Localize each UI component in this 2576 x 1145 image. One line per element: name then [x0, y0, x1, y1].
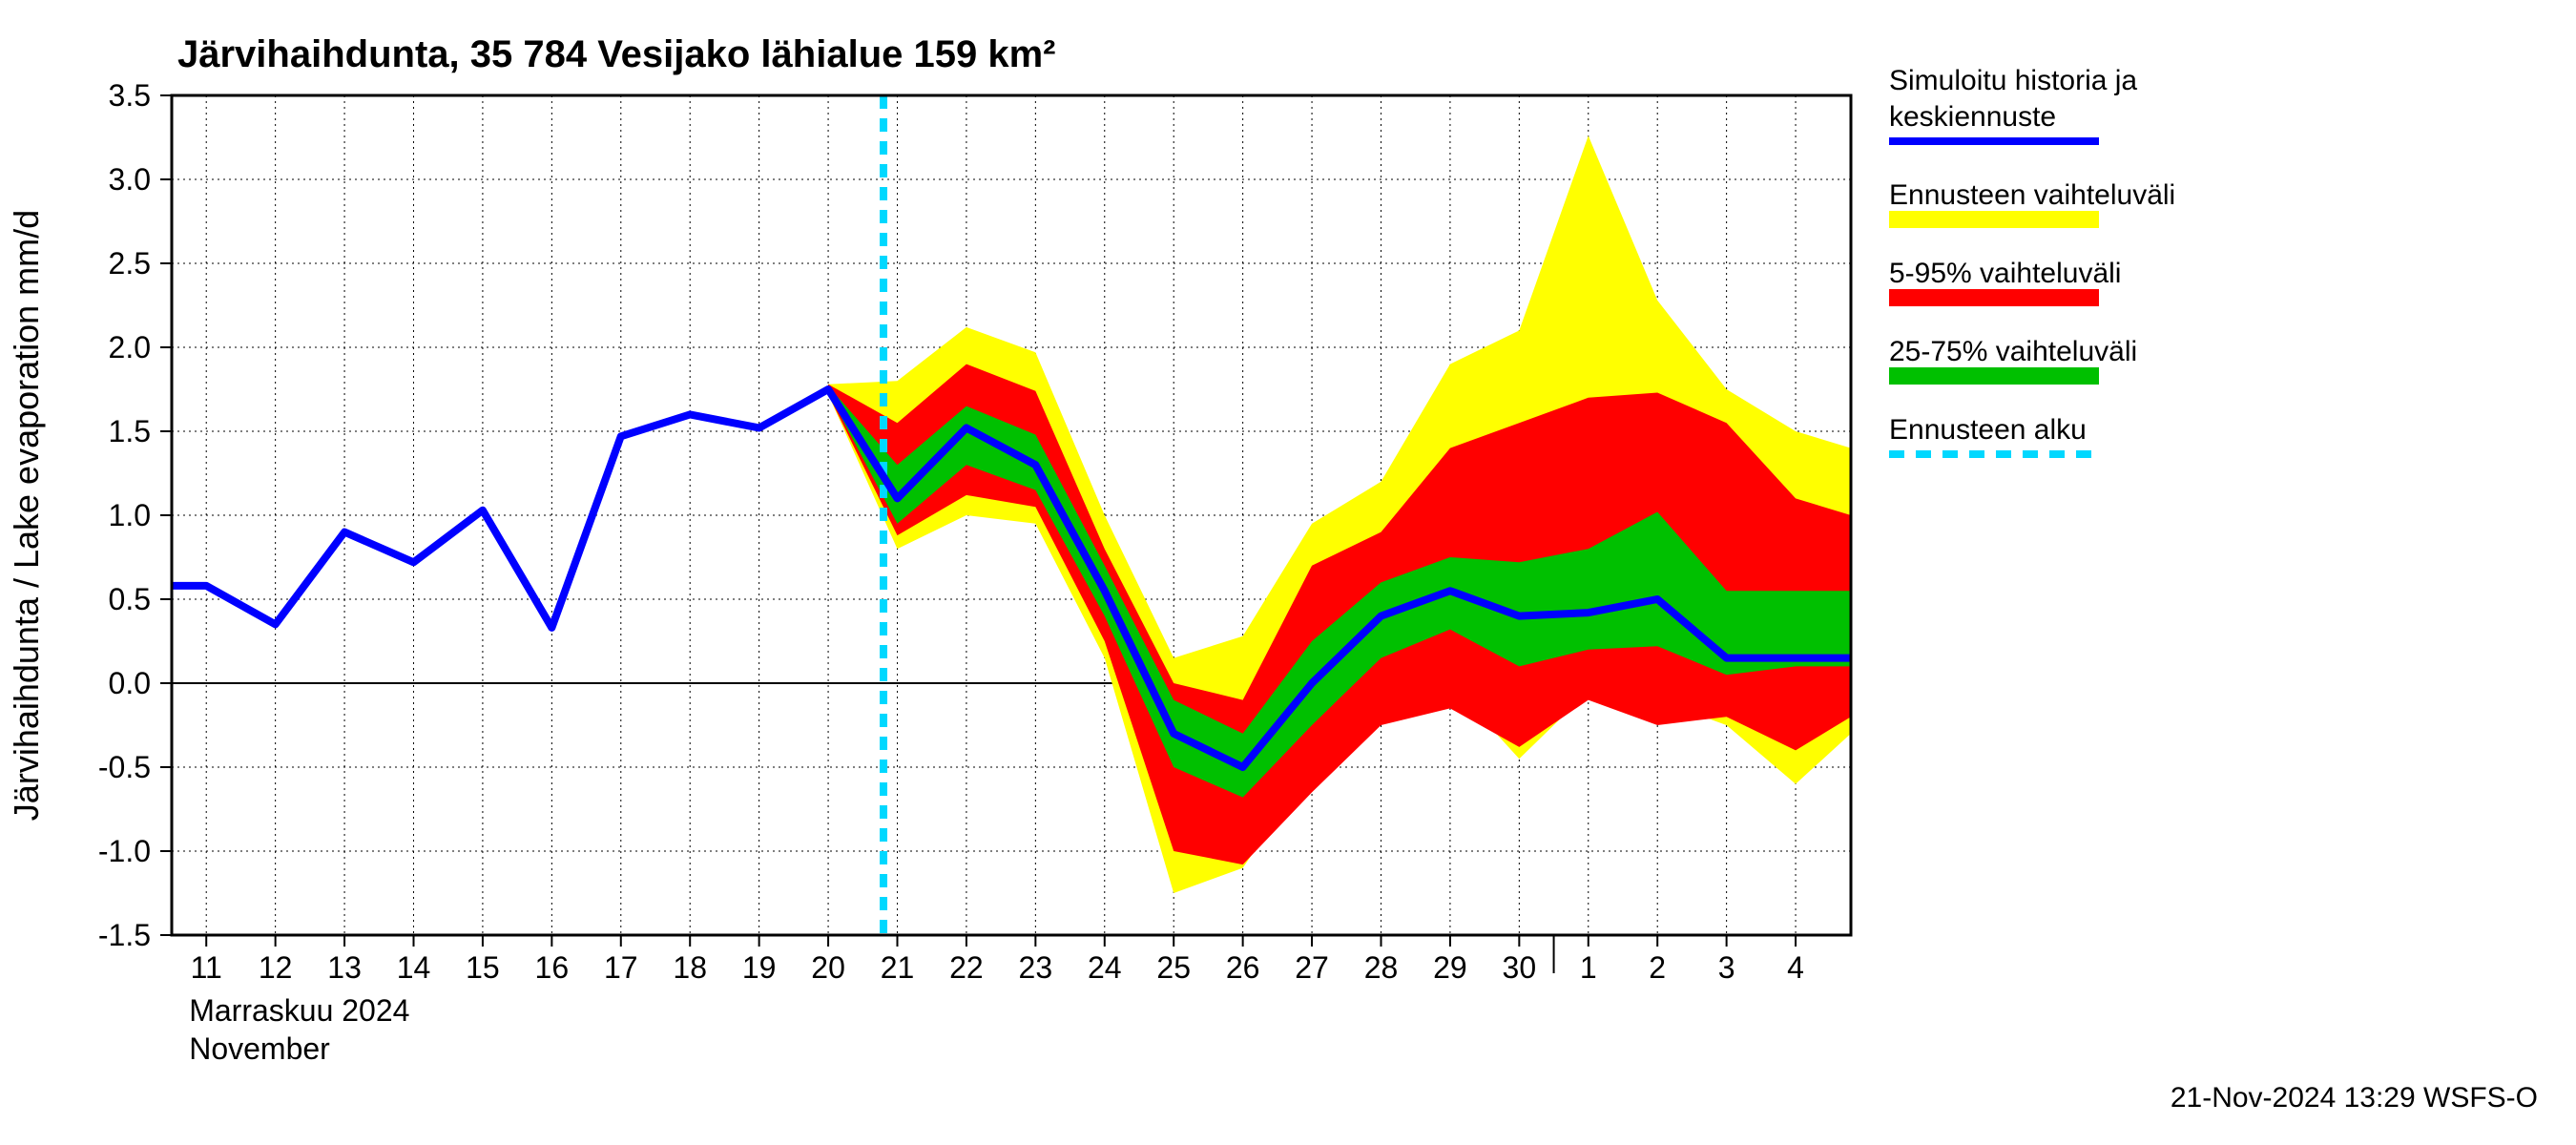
legend-label: Ennusteen vaihteluväli	[1889, 179, 2175, 211]
y-tick-label: 2.5	[109, 246, 151, 281]
x-tick-label: 24	[1088, 950, 1122, 985]
y-axis-label: Järvihaihdunta / Lake evaporation mm/d	[7, 210, 46, 821]
y-tick-label: -1.5	[98, 918, 151, 952]
footer-timestamp: 21-Nov-2024 13:29 WSFS-O	[2171, 1082, 2538, 1114]
y-tick-label: 3.0	[109, 162, 151, 197]
y-tick-label: -1.0	[98, 834, 151, 868]
x-tick-label: 28	[1364, 950, 1399, 985]
y-tick-label: -0.5	[98, 750, 151, 784]
legend-swatch-band	[1889, 367, 2099, 385]
x-tick-label: 3	[1718, 950, 1735, 985]
x-tick-label: 1	[1580, 950, 1597, 985]
x-tick-label: 26	[1226, 950, 1260, 985]
x-tick-label: 20	[811, 950, 845, 985]
x-tick-label: 19	[742, 950, 777, 985]
x-tick-label: 13	[327, 950, 362, 985]
legend-label: 25-75% vaihteluväli	[1889, 336, 2137, 367]
legend-label: keskiennuste	[1889, 101, 2056, 133]
legend-swatch-band	[1889, 211, 2099, 228]
x-tick-label: 17	[604, 950, 638, 985]
legend-swatch-band	[1889, 289, 2099, 306]
x-tick-label: 23	[1019, 950, 1053, 985]
x-tick-label: 27	[1295, 950, 1329, 985]
x-tick-label: 2	[1649, 950, 1666, 985]
y-tick-label: 0.0	[109, 666, 151, 700]
y-tick-label: 1.5	[109, 414, 151, 448]
legend-label: 5-95% vaihteluväli	[1889, 258, 2121, 289]
legend-label: Simuloitu historia ja	[1889, 65, 2137, 96]
x-tick-label: 25	[1156, 950, 1191, 985]
y-tick-label: 2.0	[109, 330, 151, 364]
x-tick-label: 18	[673, 950, 707, 985]
x-tick-label: 4	[1787, 950, 1804, 985]
x-month-label: Marraskuu 2024	[189, 993, 409, 1028]
x-tick-label: 30	[1503, 950, 1537, 985]
x-tick-label: 16	[535, 950, 570, 985]
x-month-label: November	[189, 1031, 330, 1066]
x-tick-label: 15	[466, 950, 500, 985]
legend-label: Ennusteen alku	[1889, 414, 2087, 446]
y-tick-label: 1.0	[109, 498, 151, 532]
y-tick-label: 0.5	[109, 582, 151, 616]
lake-evaporation-chart: -1.5-1.0-0.50.00.51.01.52.02.53.03.51112…	[0, 0, 2576, 1145]
x-tick-label: 12	[259, 950, 293, 985]
x-tick-label: 11	[191, 950, 222, 985]
x-tick-label: 14	[397, 950, 431, 985]
chart-title: Järvihaihdunta, 35 784 Vesijako lähialue…	[177, 33, 1055, 75]
y-tick-label: 3.5	[109, 78, 151, 113]
x-tick-label: 29	[1433, 950, 1467, 985]
x-tick-label: 21	[881, 950, 915, 985]
x-tick-label: 22	[949, 950, 984, 985]
